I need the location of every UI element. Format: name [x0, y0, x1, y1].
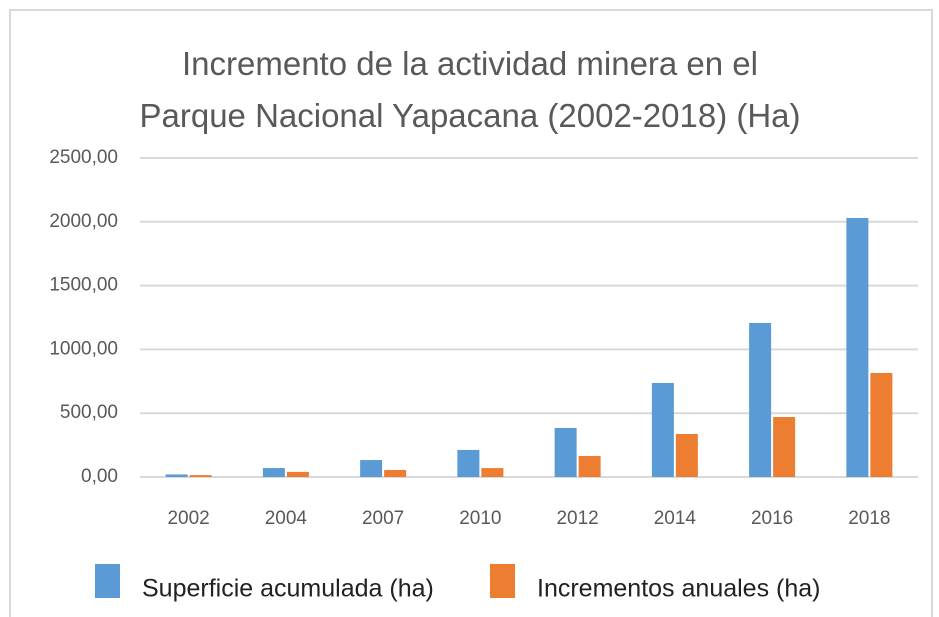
- legend-swatch: [95, 564, 120, 598]
- bar: [749, 322, 772, 477]
- x-tick-label: 2007: [362, 508, 404, 529]
- bar: [189, 475, 212, 477]
- bar: [481, 468, 504, 477]
- bar: [675, 433, 698, 477]
- bar: [165, 474, 188, 477]
- bar: [651, 382, 674, 477]
- bar: [384, 469, 407, 477]
- x-tick-label: 2002: [167, 508, 209, 529]
- bar: [773, 417, 796, 477]
- chart-title: Incremento de la actividad minera en el …: [139, 45, 801, 134]
- y-tick-label: 1000,00: [49, 338, 118, 359]
- bar: [286, 471, 309, 477]
- y-tick-label: 2500,00: [49, 147, 118, 168]
- bar: [360, 460, 383, 477]
- y-tick-label: 2000,00: [49, 211, 118, 232]
- bar: [870, 373, 893, 477]
- x-tick-label: 2014: [654, 508, 697, 529]
- x-tick-label: 2012: [556, 508, 598, 529]
- chart-border: [9, 9, 933, 617]
- y-tick-label: 1500,00: [49, 275, 118, 296]
- x-tick-label: 2018: [848, 508, 890, 529]
- bar: [846, 217, 869, 478]
- bar: [457, 449, 480, 477]
- legend-swatch: [490, 564, 515, 598]
- x-tick-label: 2010: [459, 508, 501, 529]
- legend-label: Superficie acumulada (ha): [142, 575, 434, 603]
- y-tick-label: 0,00: [81, 466, 118, 487]
- legend-label: Incrementos anuales (ha): [537, 575, 820, 603]
- x-tick-label: 2016: [751, 508, 793, 529]
- y-tick-label: 500,00: [60, 402, 118, 423]
- bar: [554, 428, 577, 477]
- bar: [578, 455, 601, 477]
- bar: [262, 468, 285, 477]
- x-tick-label: 2004: [265, 508, 308, 529]
